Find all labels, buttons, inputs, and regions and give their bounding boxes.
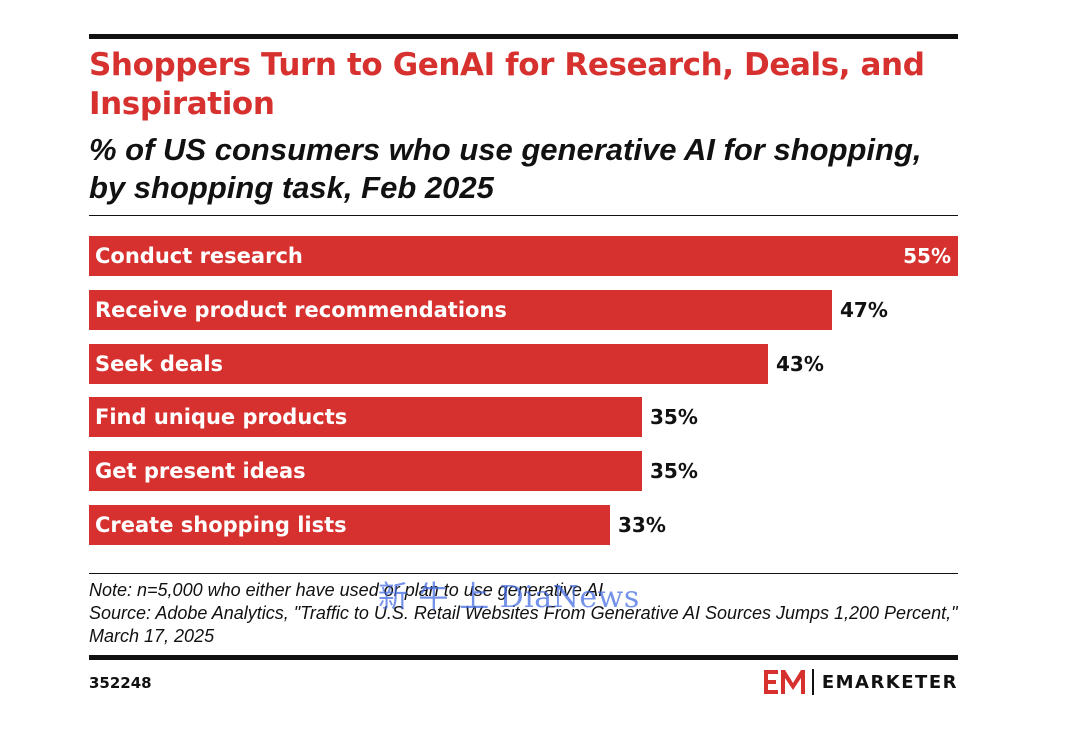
logo-separator xyxy=(811,669,814,695)
bar-3 xyxy=(89,397,642,437)
emarketer-logo: EMARKETER xyxy=(763,668,958,696)
bar-label-1: Receive product recommendations xyxy=(95,298,507,322)
notes-block: Note: n=5,000 who either have used or pl… xyxy=(89,579,958,648)
chart-title: Shoppers Turn to GenAI for Research, Dea… xyxy=(89,47,925,122)
bar-1 xyxy=(89,290,832,330)
brand-name: EMARKETER xyxy=(821,671,958,693)
bar-value-3: 35% xyxy=(650,405,698,429)
bar-0 xyxy=(89,236,958,276)
top-rule xyxy=(89,34,958,39)
bar-value-5: 33% xyxy=(618,513,666,537)
source-text: Source: Adobe Analytics, "Traffic to U.S… xyxy=(89,603,958,646)
bar-5 xyxy=(89,505,610,545)
header-divider xyxy=(89,215,958,216)
bar-label-3: Find unique products xyxy=(95,405,348,429)
bottom-rule xyxy=(89,655,958,660)
chart-id: 352248 xyxy=(89,674,152,692)
watermark-text: 新 牛 上 DiaNews xyxy=(378,580,640,615)
bar-label-0: Conduct research xyxy=(95,244,303,268)
chart-subtitle: % of US consumers who use generative AI … xyxy=(89,132,922,205)
notes-divider xyxy=(89,573,958,574)
bar-4 xyxy=(89,451,642,491)
bar-value-2: 43% xyxy=(776,352,824,376)
bar-chart: Conduct research 55% Receive product recom… xyxy=(89,236,958,556)
bar-2 xyxy=(89,344,768,384)
em-logo-icon xyxy=(763,670,805,694)
bar-label-2: Seek deals xyxy=(95,352,224,376)
note-text: Note: n=5,000 who either have used or pl… xyxy=(89,580,604,600)
chart-card: Shoppers Turn to GenAI for Research, Dea… xyxy=(89,34,958,704)
bar-value-1: 47% xyxy=(840,298,888,322)
bar-label-5: Create shopping lists xyxy=(95,513,347,537)
bar-value-0: 55% xyxy=(903,244,951,268)
bar-label-4: Get present ideas xyxy=(95,459,306,483)
bar-value-4: 35% xyxy=(650,459,698,483)
